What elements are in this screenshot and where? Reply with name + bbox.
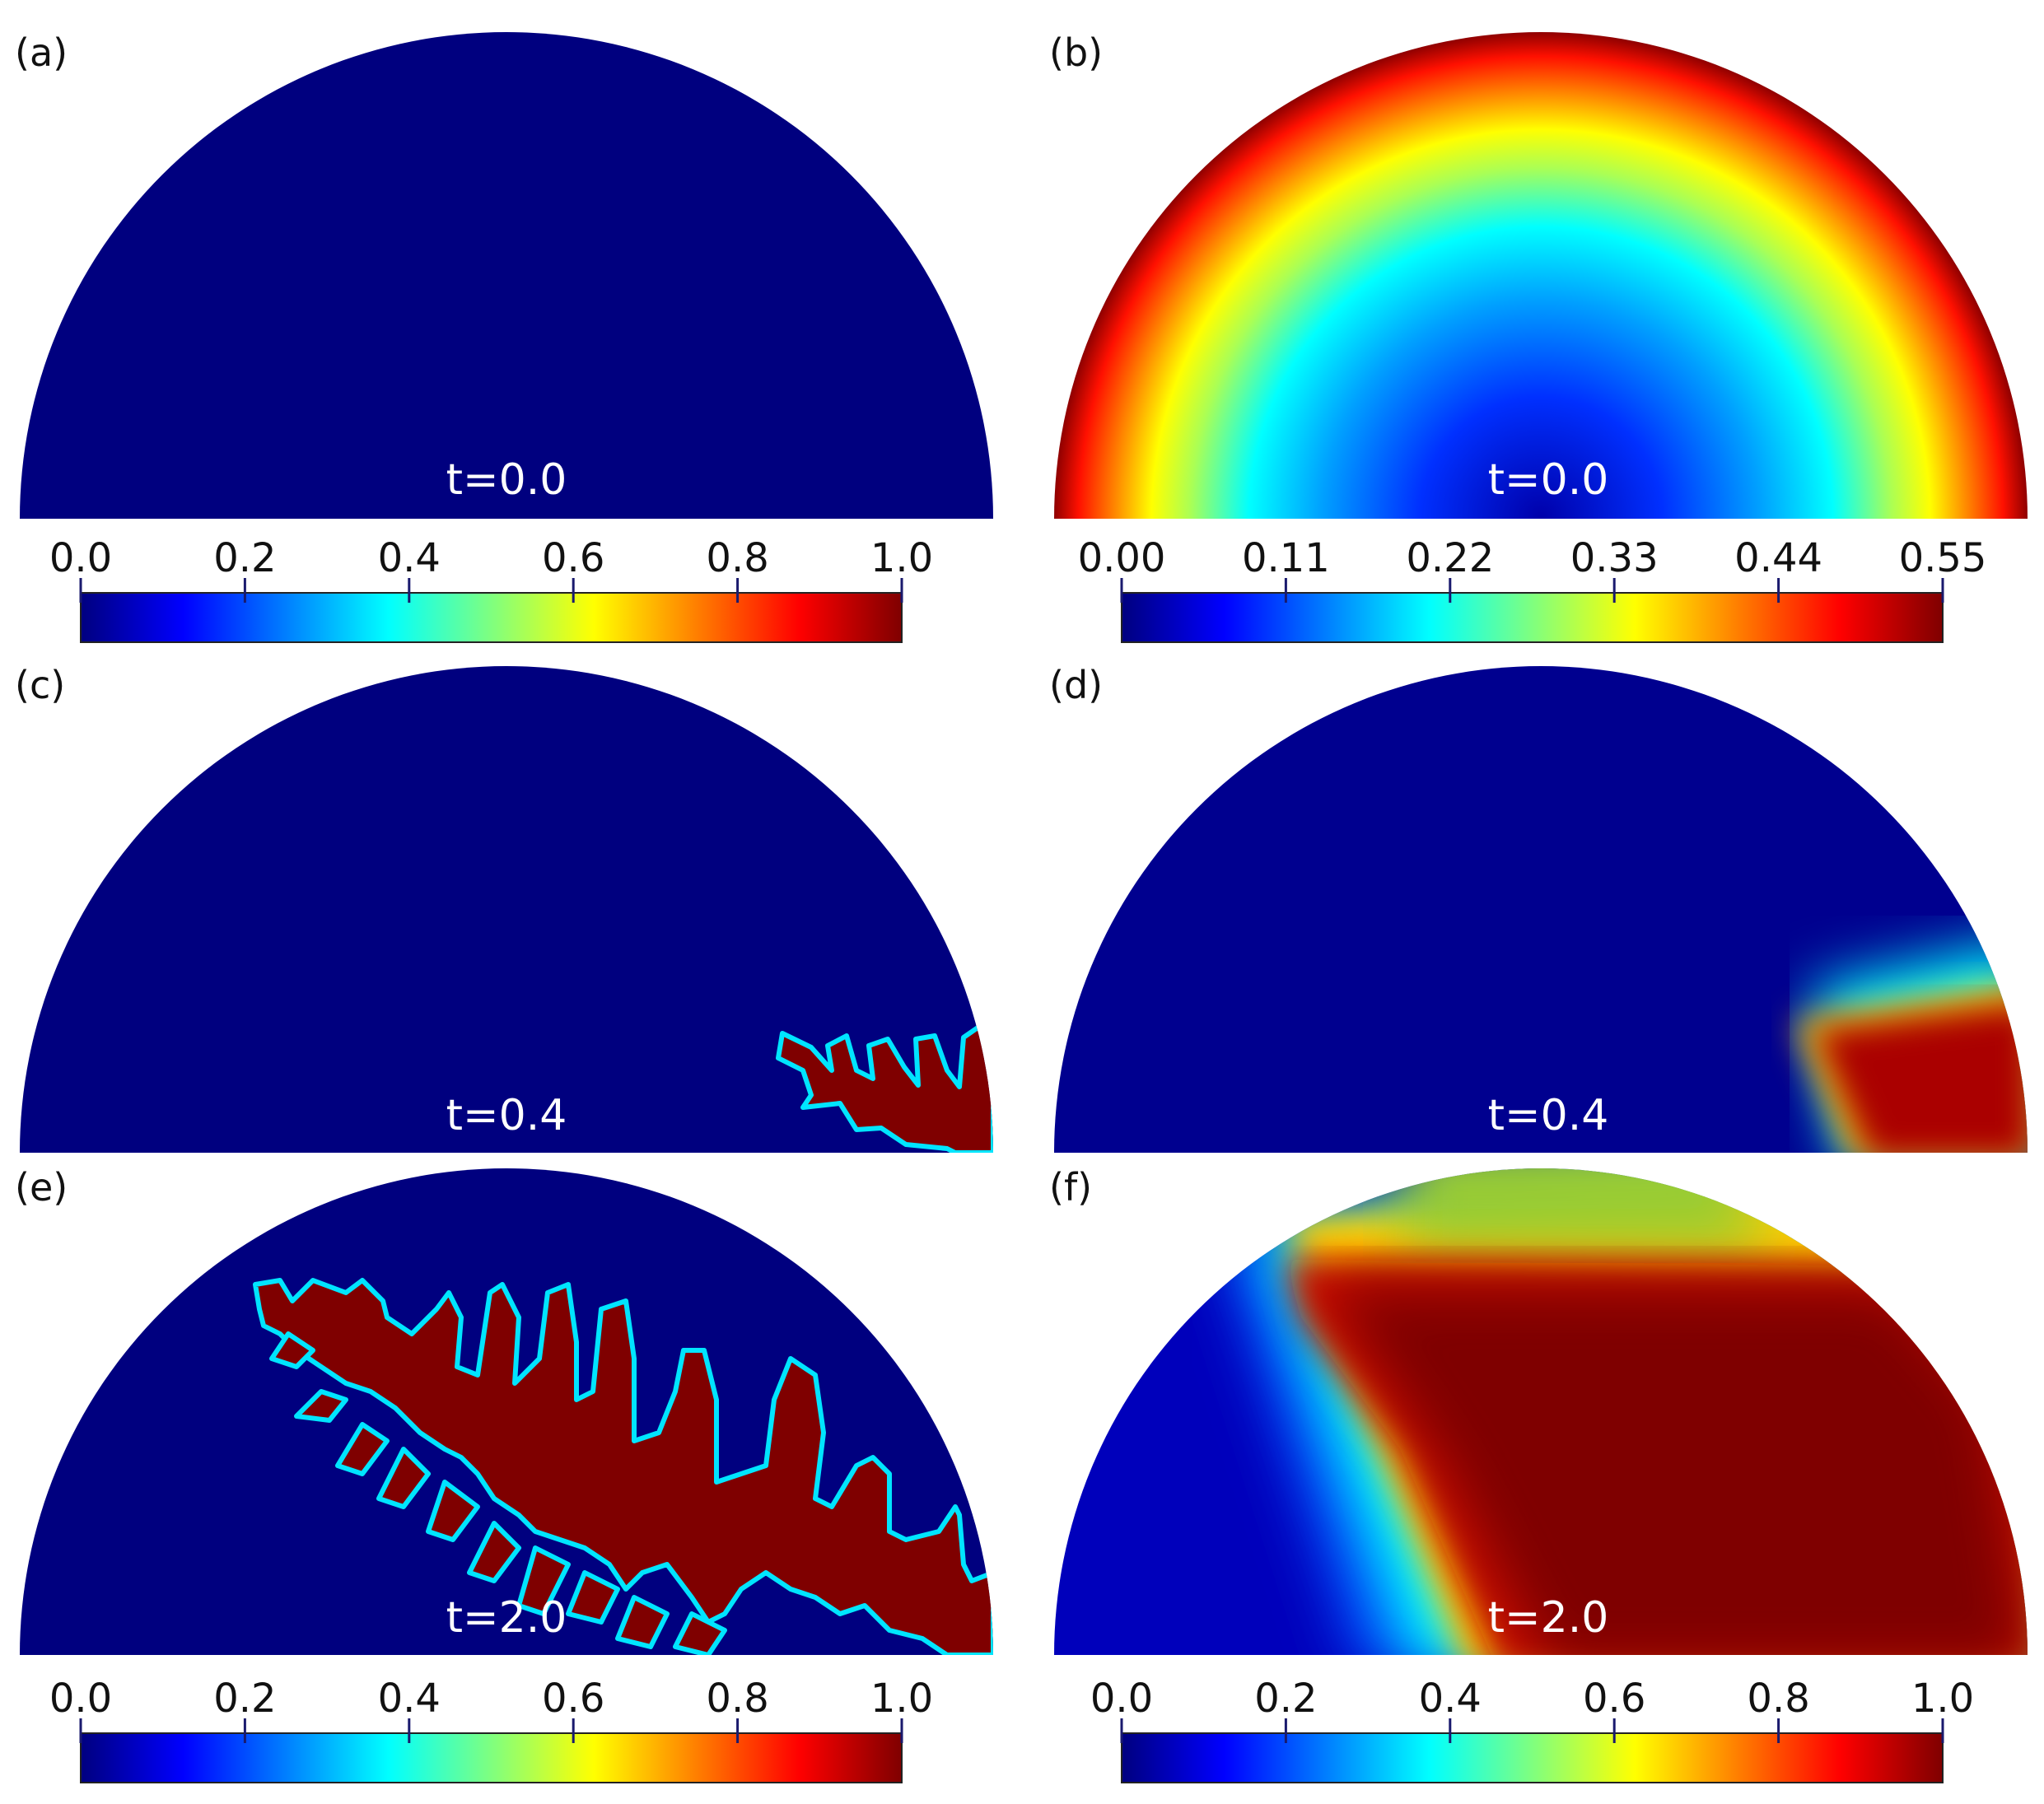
- temperature-region: [1219, 1168, 2028, 1655]
- dendrite-region: [776, 1014, 993, 1153]
- panel-label: (c): [15, 663, 65, 707]
- colorbar-tick-label: 0.11: [1242, 535, 1330, 581]
- panel-d: (d) t=0.4: [1049, 663, 2028, 1153]
- time-label: t=2.0: [446, 1593, 567, 1643]
- colorbar-tick-label: 1.0: [870, 535, 933, 581]
- panel-label: (a): [15, 30, 68, 75]
- colorbar-gradient: [1121, 1732, 1944, 1783]
- panel-e: (e) t=2.0: [15, 1165, 993, 1655]
- colorbar-tick-label: 1.0: [870, 1676, 933, 1722]
- colorbar-tick-label: 0.6: [542, 535, 604, 581]
- colorbar-gradient: [80, 1732, 903, 1783]
- panel-b: (b) t=0.0: [1049, 30, 2028, 519]
- time-label: t=0.4: [1488, 1091, 1609, 1140]
- colorbar-tick-label: 0.6: [1583, 1676, 1645, 1722]
- time-label: t=0.0: [1488, 455, 1609, 505]
- colorbar-tick-label: 0.8: [1747, 1676, 1809, 1722]
- colorbar-tick-label: 0.33: [1570, 535, 1659, 581]
- colorbar-a: 0.0 0.2 0.4 0.6 0.8 1.0: [49, 535, 933, 643]
- colorbar-tick-label: 0.0: [49, 1676, 112, 1722]
- colorbar-tick-label: 0.0: [49, 535, 112, 581]
- semicircle-domain: [20, 666, 993, 1153]
- colorbar-tick-label: 0.6: [542, 1676, 604, 1722]
- colorbar-tick-label: 0.8: [706, 1676, 768, 1722]
- colorbar-tick-label: 0.4: [378, 1676, 441, 1722]
- panel-label: (d): [1049, 663, 1103, 707]
- colorbar-tick-label: 0.22: [1406, 535, 1494, 581]
- colorbar-f: 0.0 0.2 0.4 0.6 0.8 1.0: [1090, 1676, 1974, 1783]
- colorbar-tick-label: 0.4: [1419, 1676, 1482, 1722]
- colorbar-tick-label: 0.4: [378, 535, 441, 581]
- panel-label: (e): [15, 1165, 68, 1210]
- colorbar-e: 0.0 0.2 0.4 0.6 0.8 1.0: [49, 1676, 933, 1783]
- time-label: t=0.0: [446, 455, 567, 505]
- colorbar-tick-label: 0.00: [1078, 535, 1166, 581]
- panel-label: (b): [1049, 30, 1103, 75]
- colorbar-tick-label: 0.44: [1734, 535, 1822, 581]
- colorbar-b: 0.00 0.11 0.22 0.33 0.44 0.55: [1078, 535, 1987, 643]
- time-label: t=2.0: [1488, 1593, 1609, 1643]
- colorbar-gradient: [1121, 592, 1944, 643]
- colorbar-tick-label: 0.2: [213, 535, 276, 581]
- time-label: t=0.4: [446, 1091, 567, 1140]
- semicircle-domain: [20, 32, 993, 519]
- colorbar-tick-label: 0.2: [1254, 1676, 1317, 1722]
- colorbar-tick-label: 0.55: [1899, 535, 1987, 581]
- colorbar-tick-label: 0.2: [213, 1676, 276, 1722]
- colorbar-gradient: [80, 592, 903, 643]
- colorbar-tick-label: 1.0: [1911, 1676, 1974, 1722]
- panel-a: (a) t=0.0: [15, 30, 993, 519]
- panel-f: (f) t=2.0: [1049, 1165, 2028, 1655]
- panel-label: (f): [1049, 1165, 1092, 1210]
- colorbar-tick-label: 0.8: [706, 535, 768, 581]
- colorbar-tick-label: 0.0: [1090, 1676, 1153, 1722]
- semicircle-domain: [1054, 32, 2028, 519]
- dendrite-region: [253, 1278, 993, 1655]
- temperature-region: [1795, 939, 2028, 1153]
- semicircle-domain: [1054, 666, 2028, 1153]
- panel-c: (c) t=0.4: [15, 663, 993, 1153]
